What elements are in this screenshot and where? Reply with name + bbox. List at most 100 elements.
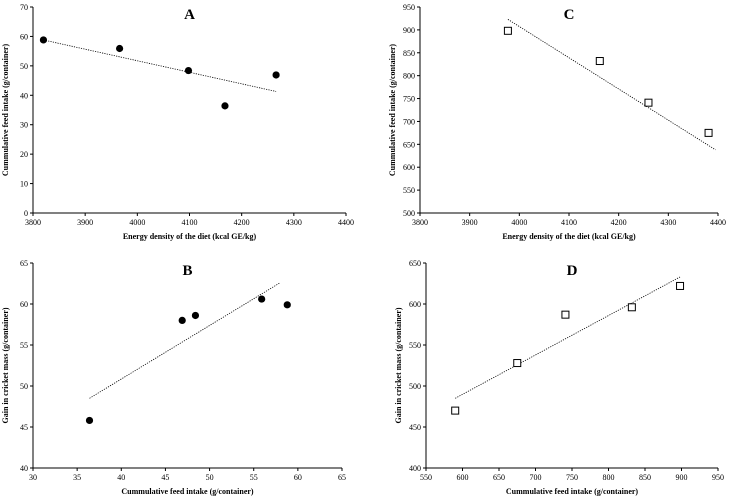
- chart-d-y-tick-label: 450: [409, 423, 421, 432]
- chart-b-trendline: [89, 282, 281, 399]
- chart-b-x-tick-label: 50: [206, 473, 214, 482]
- chart-c-x-tick-label: 4000: [511, 218, 527, 227]
- chart-b: 30 35 40 45 50 55 60 65 40 45 50 55 60 65 B Cummulative…: [1, 259, 346, 496]
- chart-c-x-tick-label: 4100: [561, 218, 577, 227]
- chart-d-x-tick-label: 800: [603, 473, 615, 482]
- chart-a-y-tick-label: 30: [20, 121, 28, 130]
- chart-c-point: [595, 57, 604, 66]
- chart-c-y-tick-label: 950: [403, 3, 415, 12]
- chart-c-y-tick-label: 600: [403, 163, 415, 172]
- chart-a-y-tick-label: 20: [20, 150, 28, 159]
- chart-d-title: D: [567, 263, 578, 279]
- chart-c-x-tick-label: 3800: [412, 218, 428, 227]
- chart-d-point: [561, 310, 570, 319]
- chart-d-x-tick-label: 600: [457, 473, 469, 482]
- chart-b-x-label: Cummulative feed intake (g/container): [121, 487, 254, 496]
- chart-d-y-tick-label: 400: [409, 464, 421, 473]
- chart-d-x-tick-label: 900: [676, 473, 688, 482]
- chart-b-title: B: [182, 263, 192, 279]
- chart-b-x-tick-label: 55: [250, 473, 258, 482]
- chart-a-x-tick-label: 4000: [129, 218, 145, 227]
- chart-c-point: [704, 128, 713, 137]
- chart-c-point: [644, 98, 653, 107]
- chart-d-y-tick-label: 550: [409, 341, 421, 350]
- chart-d-x-tick-label: 700: [530, 473, 542, 482]
- chart-a-y-tick-label: 40: [20, 91, 28, 100]
- chart-a-point: [184, 66, 193, 75]
- chart-b-point: [85, 416, 94, 425]
- chart-a: 3800 3900 4000 4100 4200 4300 4400 0 10 20 30 40 50 6…: [1, 3, 354, 241]
- chart-b-y-tick-label: 65: [20, 259, 28, 268]
- chart-c-y-tick-label: 500: [403, 209, 415, 218]
- chart-b-y-tick-label: 40: [20, 464, 28, 473]
- chart-b-point: [258, 295, 266, 303]
- chart-d-point: [676, 281, 685, 290]
- chart-a-title: A: [184, 7, 195, 23]
- chart-a-point: [221, 102, 229, 110]
- chart-c-y-label: Cummulative feed intake (g/container): [388, 44, 397, 177]
- chart-d-y-tick-label: 600: [409, 300, 421, 309]
- chart-c-x-tick-label: 4200: [611, 218, 627, 227]
- chart-a-point: [115, 44, 124, 53]
- chart-c-x-tick-label: 3900: [462, 218, 478, 227]
- chart-b-y-tick-label: 55: [20, 341, 28, 350]
- chart-b-y-tick-label: 60: [20, 300, 28, 309]
- chart-a-x-tick-label: 4400: [338, 218, 354, 227]
- chart-d-x-tick-label: 850: [639, 473, 651, 482]
- chart-b-x-tick-label: 40: [117, 473, 125, 482]
- chart-d: 550 600 650 700 750 800 850 900 950 400 450 500 550 6…: [394, 259, 724, 496]
- chart-b-x-tick-label: 60: [294, 473, 302, 482]
- chart-d-x-tick-label: 950: [712, 473, 724, 482]
- chart-d-point: [451, 406, 460, 415]
- chart-b-x-tick-label: 35: [73, 473, 81, 482]
- chart-b-y-label: Gain in cricket mass (g/container): [1, 307, 10, 423]
- chart-c-y-tick-label: 900: [403, 26, 415, 35]
- chart-c-x-tick-label: 4400: [710, 218, 726, 227]
- chart-b-point: [283, 301, 291, 309]
- chart-a-x-tick-label: 4200: [234, 218, 250, 227]
- chart-a-y-tick-label: 60: [20, 32, 28, 41]
- chart-c: 3800 3900 4000 4100 4200 4300 4400 500 550 600 650…: [388, 3, 726, 241]
- chart-b-y-tick-label: 50: [20, 382, 28, 391]
- chart-b-point: [191, 311, 200, 320]
- chart-a-x-tick-label: 3900: [77, 218, 93, 227]
- chart-c-y-tick-label: 550: [403, 186, 415, 195]
- chart-b-x-tick-label: 30: [29, 473, 37, 482]
- chart-c-y-tick-label: 750: [403, 95, 415, 104]
- chart-c-point: [503, 26, 512, 35]
- chart-d-y-tick-label: 500: [409, 382, 421, 391]
- chart-d-y-label: Gain in cricket mass (g/container): [394, 307, 403, 423]
- chart-a-y-tick-label: 0: [24, 209, 28, 218]
- chart-d-x-label: Cummulative feed intake (g/container): [506, 487, 639, 496]
- chart-a-x-label: Energy density of the diet (kcal GE/kg): [123, 232, 257, 241]
- chart-c-y-tick-label: 650: [403, 140, 415, 149]
- chart-d-trendline: [455, 276, 681, 399]
- chart-a-x-tick-label: 4300: [286, 218, 302, 227]
- chart-b-x-tick-label: 45: [161, 473, 169, 482]
- chart-b-x-tick-label: 65: [338, 473, 346, 482]
- chart-a-y-tick-label: 70: [20, 3, 28, 12]
- chart-a-y-tick-label: 50: [20, 62, 28, 71]
- chart-d-point: [513, 359, 522, 368]
- chart-a-point: [39, 36, 48, 44]
- chart-a-y-tick-label: 10: [20, 180, 28, 189]
- chart-a-x-tick-label: 4100: [182, 218, 198, 227]
- chart-c-trendline: [507, 19, 716, 151]
- chart-a-point: [272, 71, 280, 79]
- chart-a-trendline: [43, 39, 277, 92]
- chart-c-y-tick-label: 800: [403, 72, 415, 81]
- chart-d-point: [627, 303, 636, 312]
- chart-c-title: C: [564, 7, 575, 23]
- chart-a-y-label: Cummulative feed intake (g/container): [1, 44, 10, 177]
- chart-b-y-tick-label: 45: [20, 423, 28, 432]
- chart-c-x-tick-label: 4300: [660, 218, 676, 227]
- chart-c-x-label: Energy density of the diet (kcal GE/kg): [502, 232, 636, 241]
- chart-a-x-tick-label: 3800: [25, 218, 41, 227]
- chart-d-x-tick-label: 650: [493, 473, 505, 482]
- chart-c-y-tick-label: 850: [403, 49, 415, 58]
- chart-d-x-tick-label: 750: [566, 473, 578, 482]
- chart-b-point: [178, 316, 186, 324]
- chart-d-x-tick-label: 550: [420, 473, 432, 482]
- chart-c-y-tick-label: 700: [403, 117, 415, 126]
